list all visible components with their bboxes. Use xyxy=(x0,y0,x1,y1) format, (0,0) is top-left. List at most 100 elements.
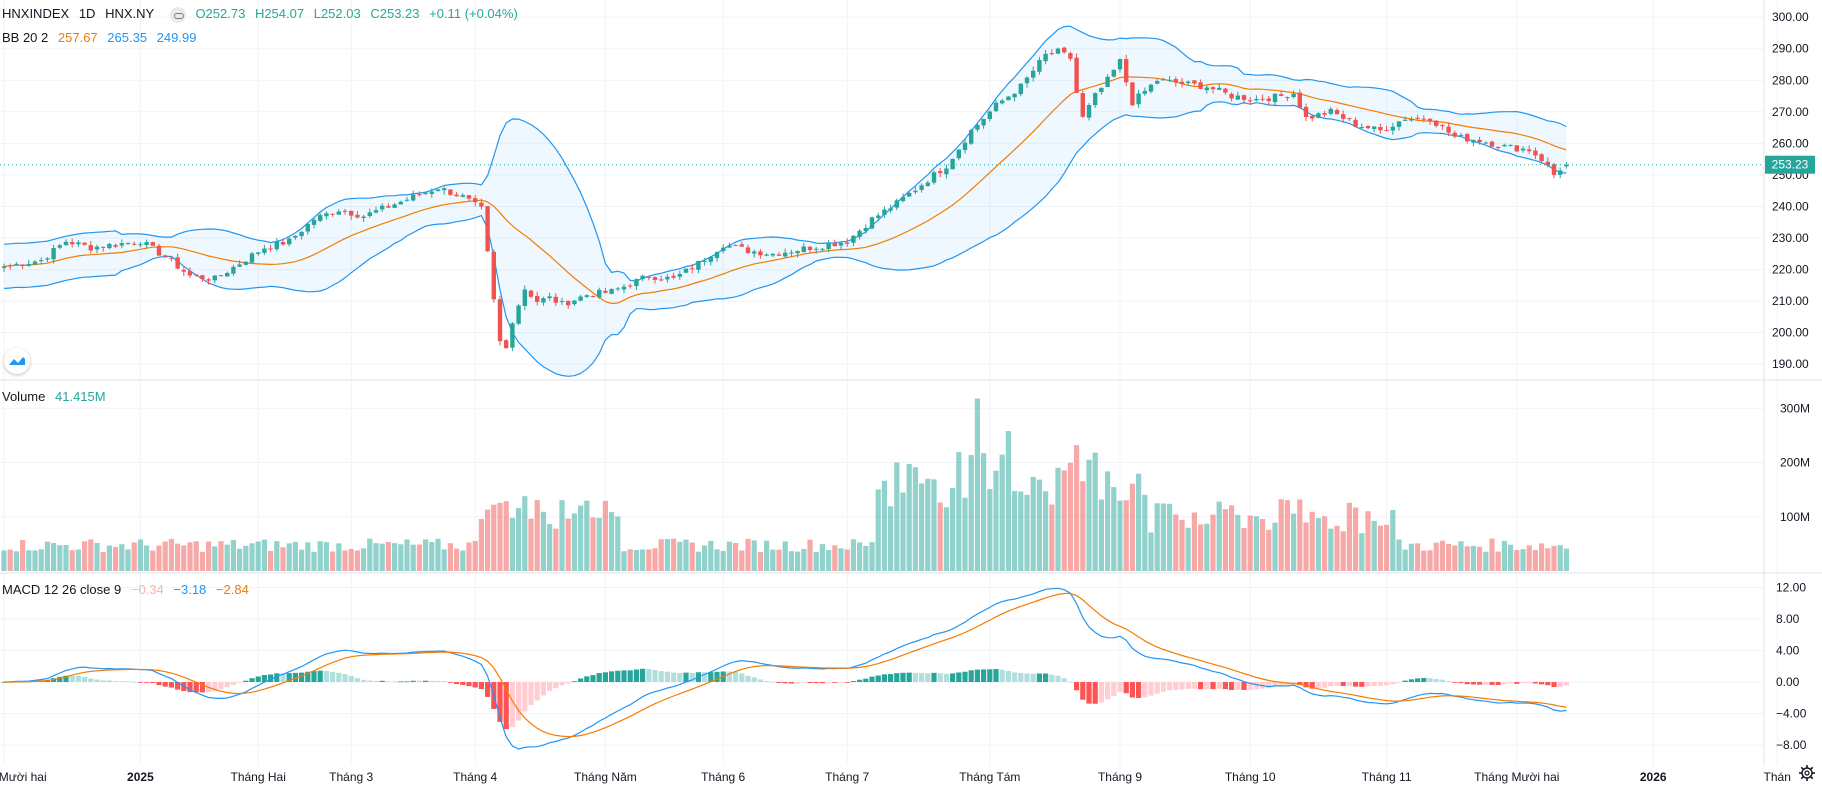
price-tick-label: 300.00 xyxy=(1772,10,1809,24)
macd-tick-label: 0.00 xyxy=(1776,675,1800,689)
interval-label[interactable]: 1D xyxy=(78,6,96,21)
macd-hist-bar xyxy=(553,682,559,689)
candle-body xyxy=(1539,154,1544,161)
exchange-label: HNX.NY xyxy=(105,6,155,21)
macd-legend[interactable]: MACD 12 26 close 9 −0.34 −3.18 −2.84 xyxy=(2,582,255,598)
candle-body xyxy=(1564,164,1569,167)
candle-body xyxy=(206,279,211,281)
candle-body xyxy=(516,305,521,324)
volume-bar xyxy=(1514,550,1520,571)
candle-body xyxy=(175,257,180,269)
volume-bar xyxy=(1030,476,1036,571)
bb-legend[interactable]: BB 20 2 257.67 265.35 249.99 xyxy=(2,30,202,46)
volume-legend[interactable]: Volume 41.415M xyxy=(2,389,112,405)
volume-bar xyxy=(919,483,925,571)
candle-body xyxy=(274,241,279,250)
macd-hist-bar xyxy=(1551,682,1557,687)
volume-bar xyxy=(330,551,336,571)
macd-hist-bar xyxy=(63,675,69,683)
macd-hist-bar xyxy=(131,681,137,683)
macd-hist-bar xyxy=(1384,682,1390,686)
volume-bar xyxy=(1222,509,1228,571)
candle-body xyxy=(76,242,81,245)
macd-signal-value: −2.84 xyxy=(215,582,249,597)
volume-bar xyxy=(1092,452,1098,571)
macd-hist-bar xyxy=(950,673,956,683)
candle-body xyxy=(745,247,751,254)
candle-body xyxy=(330,213,335,215)
volume-bar xyxy=(1043,491,1049,571)
macd-hist-bar xyxy=(193,682,199,693)
macd-hist-bar xyxy=(1191,682,1197,689)
macd-hist-bar xyxy=(385,681,391,683)
candle-body xyxy=(869,217,875,229)
candle-body xyxy=(727,245,732,248)
volume-bar xyxy=(584,500,590,571)
candle-body xyxy=(355,214,360,218)
macd-hist-bar xyxy=(1247,682,1253,690)
volume-bar xyxy=(1526,545,1532,571)
candle-body xyxy=(851,235,856,243)
macd-hist-bar xyxy=(454,682,460,685)
candle-body xyxy=(1328,108,1333,114)
macd-hist-bar xyxy=(305,671,311,683)
macd-hist-bar xyxy=(1452,682,1458,683)
macd-hist-bar xyxy=(268,674,274,683)
volume-bar xyxy=(354,550,360,571)
volume-bar xyxy=(1024,494,1030,571)
volume-bar xyxy=(144,545,150,571)
candle-body xyxy=(721,247,726,252)
volume-bar xyxy=(1105,471,1111,571)
macd-hist-bar xyxy=(726,671,732,683)
time-tick-label: Tháng Mười hai xyxy=(1474,770,1559,784)
candle-body xyxy=(1167,79,1172,81)
candle-body xyxy=(491,251,496,300)
volume-bar xyxy=(423,539,429,571)
candle-body xyxy=(1452,132,1457,137)
macd-hist-bar xyxy=(106,680,112,683)
gear-icon[interactable] xyxy=(1798,764,1816,782)
macd-hist-bar xyxy=(621,670,627,683)
macd-hist-bar xyxy=(1067,681,1073,683)
volume-bar xyxy=(819,544,825,571)
macd-hist-bar xyxy=(1402,680,1408,683)
volume-bar xyxy=(1297,499,1303,571)
candle-body xyxy=(1136,93,1141,105)
volume-bar xyxy=(1303,522,1309,571)
price-tick-label: 230.00 xyxy=(1772,231,1809,245)
price-tick-label: 200.00 xyxy=(1772,326,1809,340)
volume-bar xyxy=(776,549,782,571)
macd-hist-bar xyxy=(175,682,181,690)
symbol-name[interactable]: HNXINDEX xyxy=(2,6,70,21)
candle-body xyxy=(652,277,658,280)
volume-bar xyxy=(900,492,906,571)
candle-body xyxy=(57,245,62,248)
macd-hist-bar xyxy=(751,677,757,683)
candle-body xyxy=(634,279,639,287)
volume-bar xyxy=(1353,507,1359,571)
candle-body xyxy=(380,205,385,210)
candle-body xyxy=(1347,118,1352,120)
volume-bar xyxy=(1508,544,1514,571)
tradingview-logo-icon[interactable] xyxy=(4,348,30,374)
candle-body xyxy=(268,248,273,250)
volume-bar xyxy=(981,453,987,571)
macd-hist-bar xyxy=(1346,682,1352,686)
macd-hist-bar xyxy=(1390,682,1396,685)
volume-bar xyxy=(1167,503,1173,571)
macd-hist-bar xyxy=(1018,672,1024,683)
candle-body xyxy=(640,275,645,280)
candle-body xyxy=(1508,144,1513,146)
volume-bar xyxy=(1154,503,1160,571)
macd-hist-bar xyxy=(1148,682,1154,696)
macd-tick-label: 12.00 xyxy=(1776,580,1806,594)
macd-name: MACD 12 26 close 9 xyxy=(2,582,122,597)
macd-hist-bar xyxy=(478,682,484,690)
candle-body xyxy=(1291,93,1296,98)
volume-bar xyxy=(658,539,664,571)
candle-body xyxy=(783,252,788,257)
volume-bar xyxy=(881,480,887,571)
eye-icon[interactable] xyxy=(169,6,186,23)
time-tick-label: 2026 xyxy=(1640,770,1667,784)
